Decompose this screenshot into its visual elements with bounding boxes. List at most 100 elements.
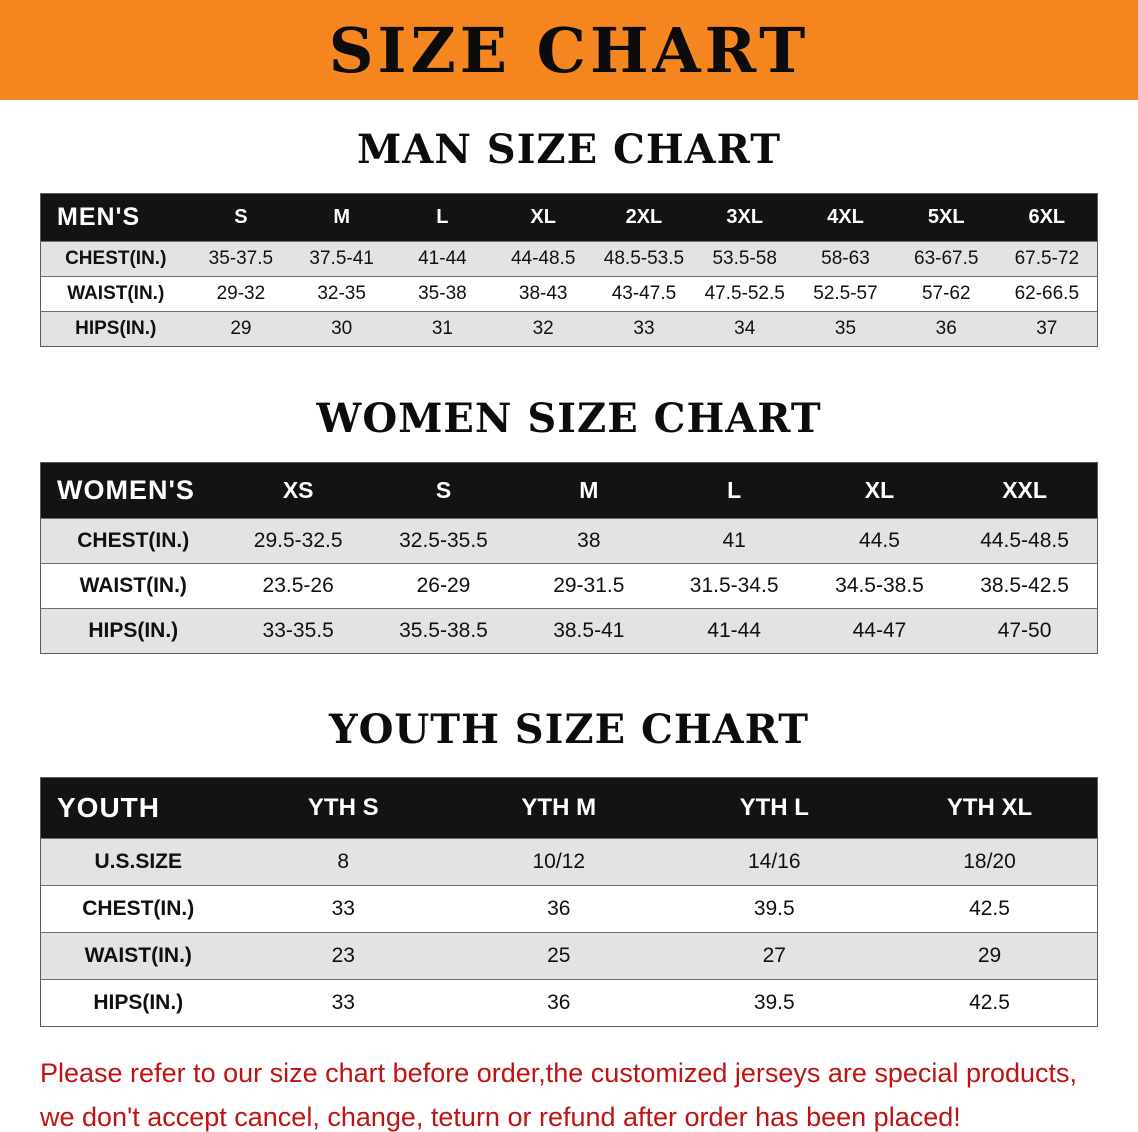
men-header-row: MEN'S S M L XL 2XL 3XL 4XL 5XL 6XL [40,193,1098,242]
size-value: 52.5-57 [813,283,878,304]
size-value: 41 [722,529,746,552]
size-value: 14/16 [747,850,801,873]
size-value: 57-62 [921,283,971,304]
row-label: HIPS(IN.) [75,318,157,339]
women-size-column-xxl: XXL [952,462,1098,519]
size-value: 62-66.5 [1014,283,1080,304]
size-value: 34 [734,318,756,339]
size-value: 42.5 [969,897,1010,920]
size-value: 33 [633,318,655,339]
men-size-column-6xl: 6XL [996,193,1098,242]
youth-size-column-yth-m: YTH M [451,777,667,839]
women-size-column-xl: XL [806,462,953,519]
youth-size-section: YOUTH SIZE CHART YOUTH YTH S YTH M YTH L YTH… [0,706,1138,1027]
size-value: 31.5-34.5 [689,574,779,597]
size-value: 39.5 [753,897,795,920]
women-size-column-l: L [661,462,807,519]
row-label: HIPS(IN.) [93,991,184,1014]
size-value: 32 [532,318,554,339]
men-size-section: MAN SIZE CHART MEN'S S M L XL 2XL 3XL 4XL 5XL 6XL… [0,126,1138,347]
men-measure-row-chest-in: CHEST(IN.) 35-37.5 37.5-41 41-44 44-48.5 48.5… [40,241,1098,277]
size-value: 44.5 [859,529,900,552]
size-value: 38-43 [518,283,568,304]
men-size-column-4xl: 4XL [795,193,896,242]
women-measure-row-hips-in: HIPS(IN.) 33-35.5 35.5-38.5 38.5-41 41-44 44-… [40,608,1098,654]
men-size-column-5xl: 5XL [895,193,997,242]
men-table-corner-label: MEN'S [40,193,191,242]
youth-size-heading: YOUTH SIZE CHART [329,706,809,753]
size-value: 38 [577,529,601,552]
size-value: 67.5-72 [1014,248,1080,269]
row-label: CHEST(IN.) [65,248,167,269]
youth-size-table: YOUTH YTH S YTH M YTH L YTH XL U.S.SIZE 8 10/12… [40,777,1098,1027]
men-measure-row-waist-in: WAIST(IN.) 29-32 32-35 35-38 38-43 43-47.5 47.… [40,276,1098,312]
size-value: 29 [977,944,1002,967]
men-size-column-l: L [392,193,493,242]
size-value: 32-35 [317,283,366,304]
size-value: 23.5-26 [262,574,334,597]
men-size-heading: MAN SIZE CHART [357,126,781,173]
size-value: 39.5 [753,991,795,1014]
women-size-table: WOMEN'S XS S M L XL XXL CHEST(IN.) 29.5-32.5 32.5… [40,462,1098,654]
banner: SIZE CHART [0,0,1138,100]
women-header-row: WOMEN'S XS S M L XL XXL [40,462,1098,519]
size-value: 29-31.5 [553,574,625,597]
women-size-section: WOMEN SIZE CHART WOMEN'S XS S M L XL XXL CHEST(… [0,395,1138,654]
size-value: 25 [547,944,571,967]
women-measure-row-waist-in: WAIST(IN.) 23.5-26 26-29 29-31.5 31.5-34.5 34… [40,563,1098,609]
size-value: 44-47 [852,619,907,642]
order-note-line-2: we don't accept cancel, change, teturn o… [40,1102,961,1132]
row-label: CHEST(IN.) [82,897,195,920]
size-value: 41-44 [418,248,467,269]
size-value: 48.5-53.5 [603,248,685,269]
men-size-column-2xl: 2XL [593,193,695,242]
men-size-column-3xl: 3XL [694,193,796,242]
size-value: 10/12 [532,850,586,873]
men-size-table: MEN'S S M L XL 2XL 3XL 4XL 5XL 6XL CHEST(IN.) 35-37… [40,193,1098,347]
size-value: 31 [431,318,453,339]
size-value: 38.5-42.5 [980,574,1069,597]
size-value: 29 [230,318,252,339]
size-value: 26-29 [416,574,471,597]
men-measure-row-hips-in: HIPS(IN.) 29 30 31 32 33 34 35 36 37 [40,311,1098,347]
size-value: 33 [331,897,355,920]
youth-measure-row-u-s-size: U.S.SIZE 8 10/12 14/16 18/20 [40,838,1098,886]
row-label: HIPS(IN.) [88,619,179,642]
size-value: 37.5-41 [309,248,374,269]
size-value: 33 [331,991,355,1014]
size-value: 35-37.5 [208,248,274,269]
size-value: 43-47.5 [611,283,677,304]
size-value: 29.5-32.5 [253,529,343,552]
men-size-column-m: M [291,193,393,242]
youth-size-column-yth-l: YTH L [666,777,882,839]
youth-table-corner-label: YOUTH [40,777,236,839]
size-value: 63-67.5 [914,248,979,269]
youth-size-column-yth-xl: YTH XL [882,777,1098,839]
row-label: CHEST(IN.) [77,529,190,552]
women-measure-row-chest-in: CHEST(IN.) 29.5-32.5 32.5-35.5 38 41 44.5 44.5… [40,518,1098,564]
women-table-corner-label: WOMEN'S [40,462,226,519]
size-value: 36 [547,991,571,1014]
youth-measure-row-hips-in: HIPS(IN.) 33 36 39.5 42.5 [40,979,1098,1027]
size-value: 33-35.5 [262,619,334,642]
size-value: 58-63 [821,248,870,269]
youth-measure-row-chest-in: CHEST(IN.) 33 36 39.5 42.5 [40,885,1098,933]
order-note-line-1: Please refer to our size chart before or… [40,1058,1078,1088]
youth-measure-row-waist-in: WAIST(IN.) 23 25 27 29 [40,932,1098,980]
women-size-column-s: S [370,462,517,519]
size-value: 18/20 [963,850,1016,873]
size-value: 32.5-35.5 [399,529,488,552]
size-value: 41-44 [707,619,761,642]
women-size-column-xs: XS [225,462,371,519]
size-value: 34.5-38.5 [835,574,924,597]
size-value: 38.5-41 [553,619,625,642]
row-label: U.S.SIZE [94,850,183,873]
row-label: WAIST(IN.) [84,944,192,967]
size-value: 47-50 [997,619,1052,642]
men-size-column-s: S [190,193,292,242]
size-value: 30 [331,318,353,339]
order-note: Please refer to our size chart before or… [40,1051,1138,1132]
row-label: WAIST(IN.) [67,283,165,304]
size-value: 35-38 [418,283,467,304]
